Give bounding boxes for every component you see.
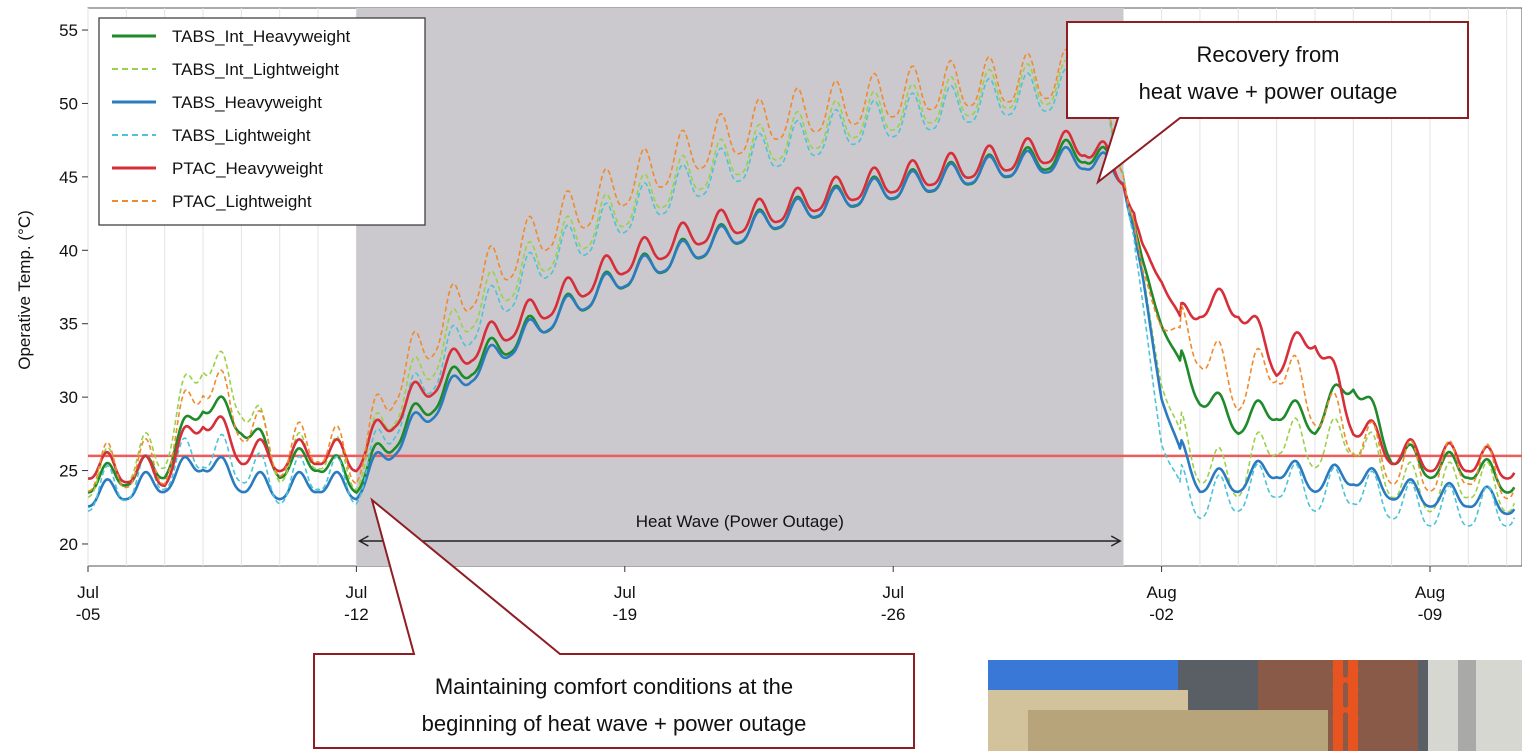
legend-label: TABS_Lightweight — [172, 126, 311, 145]
series-line-ptac-heavyweight — [87, 129, 1516, 488]
y-axis: 20 25 30 35 40 45 50 55 — [59, 21, 88, 554]
legend-label: PTAC_Lightweight — [172, 192, 312, 211]
x-tick-label-month: Jul — [77, 583, 99, 602]
x-tick-label-day: -05 — [76, 605, 101, 624]
heat-wave-shaded-region — [356, 8, 1124, 566]
y-tick-label: 25 — [59, 462, 78, 481]
maintaining-callout-line-2: beginning of heat wave + power outage — [422, 711, 807, 736]
y-tick-label: 55 — [59, 21, 78, 40]
y-tick-label: 50 — [59, 94, 78, 113]
series-line-tabs-lightweight — [87, 68, 1516, 527]
legend: TABS_Int_Heavyweight TABS_Int_Lightweight… — [98, 17, 426, 226]
y-tick-label: 45 — [59, 168, 78, 187]
legend-label: TABS_Int_Heavyweight — [172, 27, 351, 46]
recovery-callout: Recovery from heat wave + power outage — [1066, 21, 1469, 185]
series-layer — [87, 48, 1516, 527]
maintaining-callout-line-1: Maintaining comfort conditions at the — [435, 674, 793, 699]
recovery-callout-line-2: heat wave + power outage — [1139, 79, 1398, 104]
x-tick-label-month: Aug — [1415, 583, 1445, 602]
y-tick-label: 40 — [59, 241, 78, 260]
series-line-tabs-int-lightweight — [87, 59, 1516, 513]
x-tick-label-month: Jul — [346, 583, 368, 602]
x-tick-label-month: Jul — [882, 583, 904, 602]
legend-label: TABS_Int_Lightweight — [172, 60, 339, 79]
heat-wave-span-arrow: Heat Wave (Power Outage) — [357, 512, 1122, 547]
legend-label: PTAC_Heavyweight — [172, 159, 323, 178]
y-axis-label: Operative Temp. (°C) — [15, 210, 34, 370]
y-tick-label: 20 — [59, 535, 78, 554]
x-tick-label-day: -12 — [344, 605, 369, 624]
x-tick-label-month: Aug — [1146, 583, 1176, 602]
recovery-callout-line-1: Recovery from — [1196, 42, 1339, 67]
building-photo — [988, 660, 1522, 751]
x-tick-label-day: -02 — [1149, 605, 1174, 624]
x-tick-label-month: Jul — [614, 583, 636, 602]
y-tick-label: 30 — [59, 388, 78, 407]
legend-label: TABS_Heavyweight — [172, 93, 322, 112]
x-tick-label-day: -26 — [881, 605, 906, 624]
series-line-tabs-heavyweight — [87, 145, 1516, 516]
heat-wave-label: Heat Wave (Power Outage) — [636, 512, 844, 531]
x-tick-label-day: -09 — [1418, 605, 1443, 624]
series-line-ptac-lightweight — [87, 48, 1516, 500]
x-tick-label-day: -19 — [613, 605, 638, 624]
maintaining-callout: Maintaining comfort conditions at the be… — [313, 497, 915, 749]
y-tick-label: 35 — [59, 315, 78, 334]
x-axis: Jul -05 Jul -12 Jul -19 Jul -26 Aug -02 Aug -09 — [76, 566, 1445, 624]
